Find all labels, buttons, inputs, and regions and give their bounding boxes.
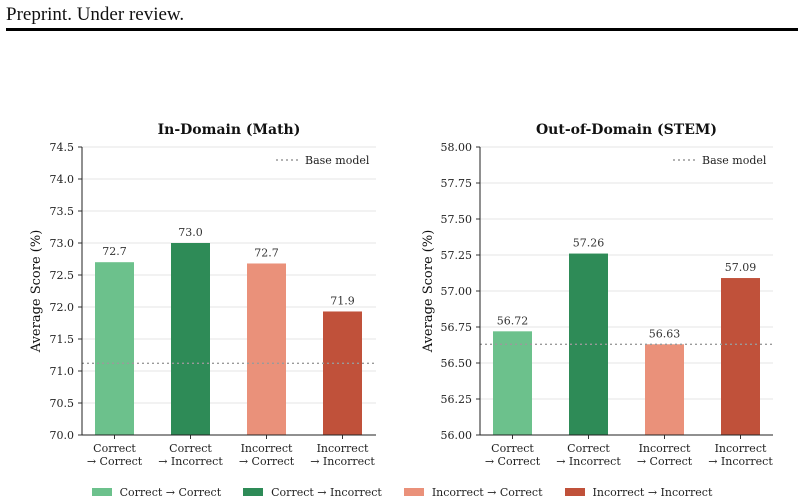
panel2-ytick-label: 56.25 xyxy=(441,393,473,406)
panel2-ylabel: Average Score (%) xyxy=(421,230,436,354)
header-rule xyxy=(6,28,798,31)
panel1-ytick-label: 72.5 xyxy=(50,269,75,282)
panel2-data-label: 56.63 xyxy=(649,327,681,340)
panel2-data-label: 57.09 xyxy=(725,261,757,274)
legend-swatch xyxy=(243,488,264,496)
panel2-xtick-label: → Correct xyxy=(637,455,693,468)
panel2-ytick-label: 57.75 xyxy=(441,177,473,190)
panel2-bar xyxy=(569,253,608,435)
panel1-data-label: 71.9 xyxy=(330,294,355,307)
panel1-ytick-label: 71.0 xyxy=(50,365,75,378)
panel2-legend-baseline-label: Base model xyxy=(702,154,767,167)
panel1-bar xyxy=(95,262,134,435)
panel2-bar xyxy=(721,278,760,435)
panel1-ytick-label: 73.5 xyxy=(50,205,75,218)
panel1-xtick-label: → Correct xyxy=(87,455,143,468)
legend-label: Incorrect → Correct xyxy=(431,485,543,499)
panel1-xtick-label: Correct xyxy=(93,442,136,455)
panel1-data-label: 73.0 xyxy=(178,226,203,239)
panel1-data-label: 72.7 xyxy=(254,246,279,259)
panel1-xtick-label: → Incorrect xyxy=(310,455,375,468)
panel1-ytick-label: 74.0 xyxy=(50,173,75,186)
panel2-data-label: 57.26 xyxy=(573,237,605,250)
panel2-title: Out-of-Domain (STEM) xyxy=(536,122,717,138)
panel2-ytick-label: 56.75 xyxy=(441,321,473,334)
page-header: Preprint. Under review. xyxy=(6,4,185,25)
legend-swatch xyxy=(91,488,112,496)
panel1-title: In-Domain (Math) xyxy=(158,122,301,138)
panel2-xtick-label: → Correct xyxy=(485,455,541,468)
panel1-xtick-label: → Incorrect xyxy=(158,455,223,468)
panel2-bar xyxy=(493,331,532,435)
figure-legend: Correct → Correct Correct → Incorrect Inco… xyxy=(0,484,804,500)
legend-swatch xyxy=(564,488,585,496)
panel1-ytick-label: 71.5 xyxy=(50,333,75,346)
legend-label: Incorrect → Incorrect xyxy=(592,485,713,499)
panel1-ylabel: Average Score (%) xyxy=(29,230,44,354)
charts-canvas: 70.0 70.5 71.0 71.5 72.0 72.5 73.0 73.5 74.0 74.5… xyxy=(29,122,773,468)
panel1-ytick-label: 70.0 xyxy=(50,429,75,442)
panel2-xtick-label: Correct xyxy=(491,442,534,455)
panel1-data-label: 72.7 xyxy=(102,245,127,258)
legend-label: Correct → Incorrect xyxy=(271,485,382,499)
panel2-xtick-label: Incorrect xyxy=(639,442,691,455)
legend-item: Correct → Incorrect xyxy=(243,486,382,499)
panel1-xtick-label: → Correct xyxy=(239,455,295,468)
panel1-legend-baseline-label: Base model xyxy=(305,154,370,167)
panel1-xtick-label: Correct xyxy=(169,442,212,455)
legend-item: Incorrect → Correct xyxy=(403,485,543,499)
panel2-ytick-label: 57.50 xyxy=(441,213,473,226)
panel1-bar xyxy=(247,263,286,435)
panel1-bar xyxy=(323,311,362,435)
panel1-ytick-label: 73.0 xyxy=(50,237,75,250)
panel2-ytick-label: 56.00 xyxy=(441,429,473,442)
legend-label: Correct → Correct xyxy=(119,485,222,499)
panel2-ytick-label: 57.00 xyxy=(441,285,473,298)
panel2-ytick-label: 57.25 xyxy=(441,249,473,262)
panel2-xtick-label: Correct xyxy=(567,442,610,455)
panel1-ytick-label: 74.5 xyxy=(50,141,75,154)
panel2-bar xyxy=(645,344,684,435)
legend-swatch xyxy=(403,488,424,496)
legend-item: Correct → Correct xyxy=(91,485,222,499)
panel1-xtick-label: Incorrect xyxy=(241,442,293,455)
panel1-ytick-label: 70.5 xyxy=(50,397,75,410)
panel2-ytick-label: 58.00 xyxy=(441,141,473,154)
panel1-xtick-label: Incorrect xyxy=(317,442,369,455)
panel2-xtick-label: Incorrect xyxy=(715,442,767,455)
legend-item: Incorrect → Incorrect xyxy=(564,485,713,499)
panel2-xtick-label: → Incorrect xyxy=(708,455,773,468)
panel2-data-label: 56.72 xyxy=(497,314,529,327)
panel2-xtick-label: → Incorrect xyxy=(556,455,621,468)
panel2-ytick-label: 56.50 xyxy=(441,357,473,370)
panel1-ytick-label: 72.0 xyxy=(50,301,75,314)
panel1-bar xyxy=(171,243,210,435)
